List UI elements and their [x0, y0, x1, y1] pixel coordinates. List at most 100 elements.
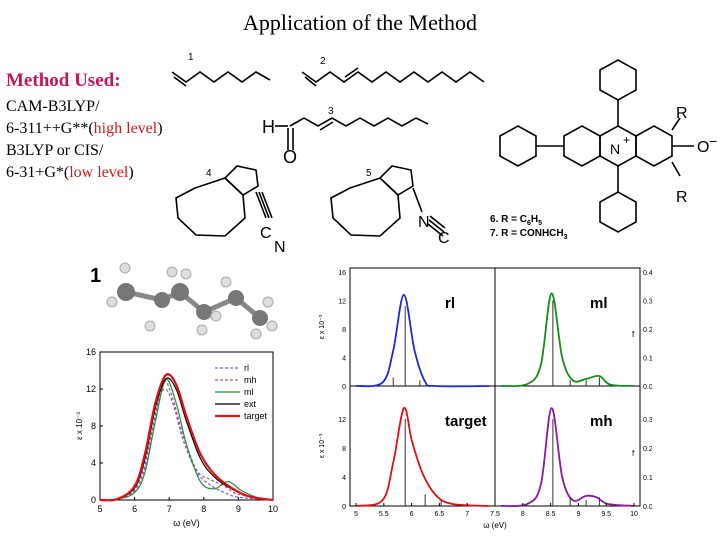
atom-N-5: N	[418, 214, 430, 231]
x-tick-label: 8	[201, 504, 206, 514]
method-line-4: 6-31+G*(low level)	[6, 164, 134, 181]
x-axis-label: ω (eV)	[483, 521, 507, 530]
structure-2	[301, 67, 485, 87]
f-axis-label-bottom: f	[632, 449, 635, 458]
y-tick-label: 4	[91, 458, 96, 468]
y-axis-label-bottom: ε x 10⁻³	[319, 433, 326, 458]
atom-C-5: C	[438, 230, 450, 247]
x-tick-label: 7	[465, 511, 469, 518]
structure-5	[330, 165, 446, 237]
series-line-mh	[99, 380, 274, 501]
model-label: 1	[90, 265, 101, 287]
f-tick-label-top: 0.4	[643, 270, 652, 277]
f-tick-label-bottom: 0.0	[643, 504, 652, 511]
label-1: 1	[188, 52, 194, 63]
x-tick-label: 7	[167, 504, 172, 514]
panel-label-target: target	[445, 413, 487, 430]
x-tick-label: 6	[132, 504, 137, 514]
x-tick-label: 5	[97, 504, 102, 514]
atom-C-4: C	[260, 225, 272, 242]
atom-O-minus: O	[697, 139, 709, 156]
molecule-3d-model: 1	[90, 262, 278, 340]
x-tick-label: 8.5	[546, 511, 556, 518]
atom-O: O	[283, 147, 297, 167]
spectrum-line-ml	[500, 292, 635, 388]
y-tick-label-bottom: 4	[342, 475, 346, 482]
y-tick-label-top: 12	[338, 299, 346, 306]
label-4: 4	[206, 168, 212, 179]
y-tick-label-bottom: 12	[338, 417, 346, 424]
x-axis-label: ω (eV)	[173, 518, 200, 528]
x-tick-label: 8	[521, 511, 525, 518]
chart-comparison: 5 6 7 8 9 10 0 4 8 12 16 ω (eV) ε x 10⁻³ rl mh ml ext tar…	[75, 347, 278, 528]
plus-sign: +	[623, 133, 630, 147]
series-line-ml	[99, 378, 274, 501]
x-tick-label: 5.5	[379, 511, 389, 518]
y-tick-label-top: 8	[342, 327, 346, 334]
y-tick-label: 16	[86, 347, 96, 357]
compound-6-label: 6. R = C6H5	[490, 214, 542, 227]
legend-label-target: target	[244, 411, 268, 421]
y-tick-label: 12	[86, 384, 96, 394]
y-tick-label-top: 16	[338, 270, 346, 277]
x-tick-label: 6	[410, 511, 414, 518]
atom-N-plus: N	[610, 141, 620, 157]
label-2: 2	[320, 56, 326, 67]
f-tick-label-top: 0.0	[643, 384, 652, 391]
x-tick-label: 5	[354, 511, 358, 518]
legend-label-ml: ml	[244, 387, 254, 397]
method-line-2: 6-311++G**(high level)	[6, 120, 163, 137]
y-tick-label-bottom: 0	[342, 504, 346, 511]
y-axis-label: ε x 10⁻³	[75, 412, 84, 440]
R-bottom: R	[676, 189, 688, 206]
legend-label-mh: mh	[244, 375, 257, 385]
panel-label-mh: mh	[590, 413, 613, 430]
y-tick-label: 8	[91, 421, 96, 431]
atom-H: H	[262, 117, 275, 137]
spectrum-line-rl	[355, 293, 490, 388]
y-tick-label-top: 4	[342, 356, 346, 363]
f-tick-label-top: 0.3	[643, 299, 652, 306]
x-tick-label: 9.5	[601, 511, 611, 518]
compound-7-label: 7. R = CONHCH3	[490, 228, 568, 241]
f-tick-label-top: 0.1	[643, 356, 652, 363]
method-text: Method Used: CAM-B3LYP/ 6-311++G**(high …	[6, 70, 163, 184]
f-axis-label-top: f	[632, 330, 635, 339]
structure-1	[171, 71, 271, 87]
f-tick-label-bottom: 0.2	[643, 446, 652, 453]
y-tick-label-top: 0	[342, 384, 346, 391]
x-tick-label: 10	[630, 511, 638, 518]
minus-sign: −	[709, 133, 717, 149]
x-tick-label: 9	[576, 511, 580, 518]
method-line-1: CAM-B3LYP/	[6, 98, 100, 115]
label-5: 5	[366, 168, 372, 179]
legend-label-rl: rl	[244, 363, 249, 373]
y-axis-label-top: ε x 10⁻³	[319, 314, 326, 339]
structure-3	[275, 117, 429, 150]
method-line-3: B3LYP or CIS/	[6, 142, 104, 159]
atom-N-4: N	[274, 239, 286, 256]
spectrum-line-mh	[500, 407, 635, 508]
x-tick-label: 7.5	[490, 511, 500, 518]
x-tick-label: 9	[236, 504, 241, 514]
panel-label-rl: rl	[445, 295, 455, 312]
f-tick-label-bottom: 0.1	[643, 475, 652, 482]
R-top: R	[676, 105, 688, 122]
chart-panels: rl ml target mh 5 5.5 6 6.5 7 7.5 8 8.5 9 9.5 10 ω (eV)…	[319, 267, 652, 530]
y-tick-label-bottom: 8	[342, 446, 346, 453]
structure-4	[175, 165, 273, 237]
f-tick-label-top: 0.2	[643, 327, 652, 334]
y-tick-label: 0	[91, 495, 96, 505]
structure-6-7	[499, 59, 694, 233]
panel-label-ml: ml	[590, 295, 608, 312]
series-line-target	[99, 373, 274, 502]
x-tick-label: 10	[268, 504, 278, 514]
f-tick-label-bottom: 0.3	[643, 417, 652, 424]
slide-title: Application of the Method	[242, 10, 477, 35]
spectrum-line-target	[355, 407, 490, 507]
legend-label-ext: ext	[244, 399, 257, 409]
method-header: Method Used:	[6, 70, 121, 91]
label-3: 3	[328, 106, 334, 117]
x-tick-label: 6.5	[435, 511, 445, 518]
